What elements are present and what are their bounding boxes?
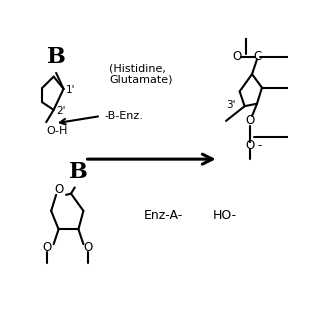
Text: O: O xyxy=(233,50,242,63)
Text: O: O xyxy=(84,241,93,254)
Text: O: O xyxy=(246,115,255,127)
Text: B: B xyxy=(47,46,66,68)
Text: 3': 3' xyxy=(227,100,236,110)
Text: 2': 2' xyxy=(56,106,66,116)
Text: Enz-A-: Enz-A- xyxy=(144,209,183,222)
Text: O: O xyxy=(43,241,52,254)
Text: B: B xyxy=(69,161,88,182)
Text: C: C xyxy=(253,50,261,63)
Text: 1': 1' xyxy=(66,85,76,95)
Text: HO-: HO- xyxy=(212,209,236,222)
Text: (Histidine,
Glutamate): (Histidine, Glutamate) xyxy=(109,63,173,85)
Text: O: O xyxy=(245,139,254,152)
Text: -B-Enz.: -B-Enz. xyxy=(104,111,143,121)
Text: -: - xyxy=(257,139,261,152)
Text: O-H: O-H xyxy=(46,126,68,136)
Text: O: O xyxy=(54,183,63,196)
